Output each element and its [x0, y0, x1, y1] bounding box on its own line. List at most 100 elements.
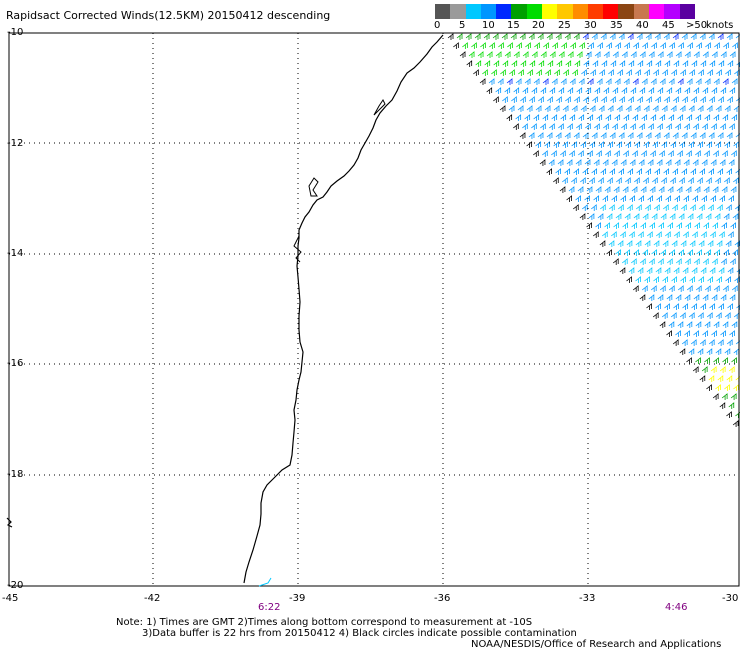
wind-barb [645, 33, 652, 40]
wind-barb [719, 366, 726, 373]
wind-barb [615, 42, 621, 49]
wind-barb [466, 60, 473, 67]
wind-barb [468, 51, 475, 58]
wind-barb [727, 267, 734, 274]
wind-barb [692, 159, 699, 166]
wind-barb [717, 33, 724, 40]
wind-barb [731, 285, 738, 292]
wind-barb [713, 285, 720, 292]
wind-barb [682, 96, 688, 103]
wind-barb [650, 78, 657, 85]
wind-barb [729, 87, 736, 94]
wind-barb [611, 159, 618, 166]
wind-barb [605, 78, 612, 85]
wind-barb [635, 204, 642, 211]
wind-barb [570, 42, 576, 49]
wind-barb [575, 159, 582, 166]
wind-barb [606, 42, 612, 49]
scale-swatch [603, 4, 619, 19]
wind-barb [597, 42, 603, 49]
wind-barb [555, 33, 562, 40]
map-title: Rapidsact Corrected Winds(12.5KM) 201504… [6, 9, 331, 22]
wind-barb [733, 312, 740, 319]
wind-barb [596, 114, 603, 121]
wind-barb [695, 357, 701, 364]
wind-barb [646, 60, 653, 67]
wind-barb [589, 141, 596, 148]
scale-swatch [633, 4, 649, 19]
wind-barb [546, 132, 553, 139]
wind-barb [594, 123, 600, 130]
wind-barb [573, 33, 580, 40]
wind-barb [611, 195, 617, 202]
wind-barb [711, 330, 717, 337]
wind-barb [592, 60, 599, 67]
wind-barb [733, 177, 739, 184]
wind-barb [705, 249, 711, 256]
wind-barb [621, 87, 628, 94]
wind-barb [677, 78, 684, 85]
wind-barb [657, 51, 664, 58]
wind-barb [641, 114, 648, 121]
wind-barb [719, 159, 726, 166]
wind-barb [578, 150, 584, 157]
wind-barb [688, 312, 695, 319]
wind-barb [659, 321, 666, 328]
wind-barb [684, 294, 691, 301]
wind-barb [592, 231, 599, 238]
wind-barb [646, 231, 653, 238]
wind-barb [702, 51, 709, 58]
wind-barb [708, 132, 715, 139]
wind-barb [700, 303, 706, 310]
wind-barb [527, 69, 533, 76]
wind-barb [715, 105, 722, 112]
wind-barb [520, 60, 527, 67]
wind-barb [637, 96, 643, 103]
wind-barb [619, 96, 625, 103]
wind-barb [663, 132, 670, 139]
wind-barb [603, 123, 609, 130]
wind-barb [582, 132, 589, 139]
wind-barb [511, 60, 518, 67]
wind-barb [626, 276, 632, 283]
wind-barb [572, 204, 579, 211]
wind-barb [585, 51, 592, 58]
wind-barb [630, 123, 636, 130]
wind-barb [729, 123, 735, 130]
wind-barb [643, 141, 650, 148]
wind-barb [551, 114, 558, 121]
wind-barb [610, 231, 617, 238]
wind-barb [670, 141, 677, 148]
wind-barb [670, 312, 677, 319]
wind-barb [720, 51, 727, 58]
wind-barb [689, 204, 696, 211]
wind-barb [731, 321, 738, 328]
wind-barb [675, 51, 682, 58]
wind-barb [620, 159, 627, 166]
wind-barb [580, 141, 587, 148]
wind-barb [718, 303, 724, 310]
wind-barb [453, 42, 459, 49]
wind-barb [560, 78, 567, 85]
wind-barb [719, 402, 726, 409]
wind-barb [681, 339, 688, 346]
wind-barb [654, 33, 661, 40]
wind-barb [668, 78, 675, 85]
wind-barb [581, 204, 588, 211]
wind-barb [536, 69, 542, 76]
wind-barb [639, 123, 645, 130]
wind-barb [675, 87, 682, 94]
wind-barb [706, 384, 712, 391]
wind-barb [686, 285, 693, 292]
wind-barb [569, 78, 576, 85]
wind-barb [522, 51, 529, 58]
wind-barb [678, 42, 684, 49]
wind-barb [565, 96, 571, 103]
scale-label: 40 [636, 20, 649, 31]
wind-barb [575, 195, 581, 202]
wind-barb [690, 132, 697, 139]
wind-barb [707, 276, 713, 283]
wind-barb [630, 87, 637, 94]
wind-barb [699, 168, 705, 175]
wind-barb [707, 204, 714, 211]
